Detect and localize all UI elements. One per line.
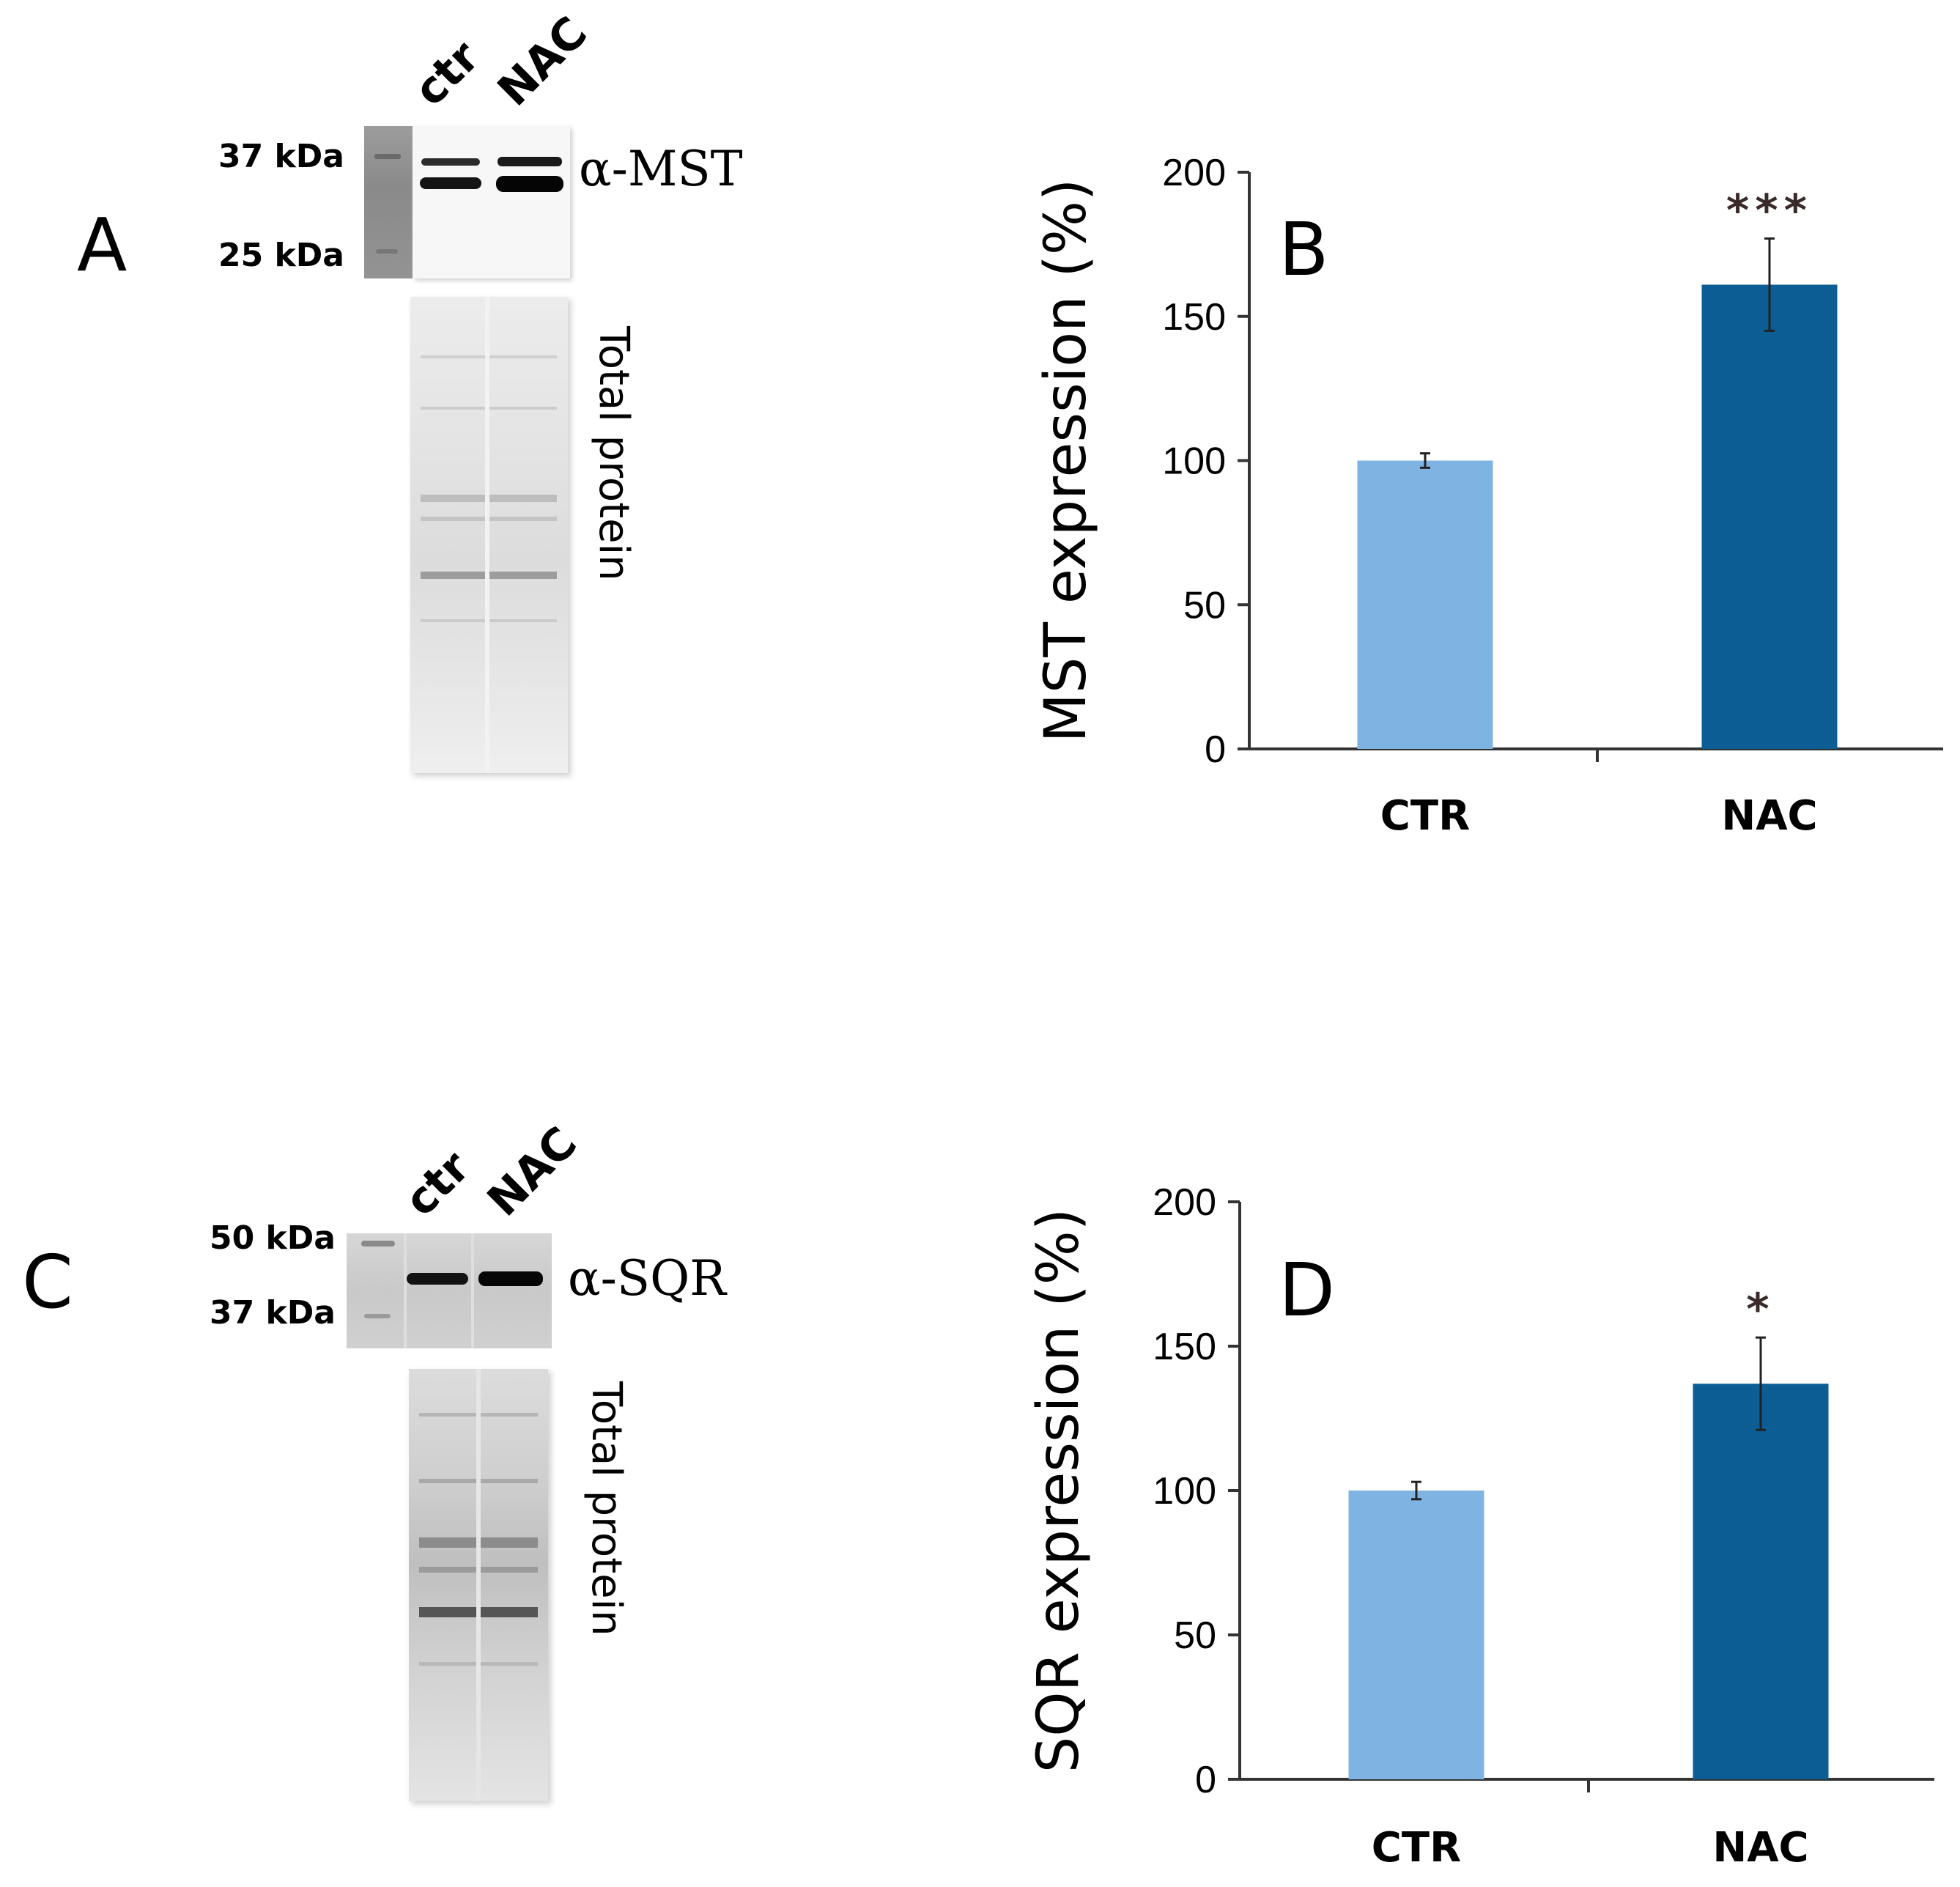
marker-37kda: 37 kDa [218, 138, 344, 175]
y-tick-label: 100 [1162, 440, 1226, 483]
marker-25kda: 25 kDa [218, 237, 344, 274]
panel-letter-a: A [77, 202, 127, 288]
ladder-lane [364, 126, 413, 278]
panel-letter-b: B [1279, 207, 1329, 292]
sqr-blot [347, 1233, 552, 1348]
significance-marker: * [1746, 1284, 1775, 1335]
y-tick-label: 200 [1153, 1181, 1216, 1224]
bar-ctr [1348, 1491, 1484, 1779]
mst-blot [413, 126, 570, 278]
bar-ctr [1357, 460, 1493, 749]
y-tick-label: 150 [1162, 296, 1226, 339]
significance-marker: *** [1726, 185, 1813, 237]
category-label: CTR [1372, 1824, 1461, 1872]
marker-37kda: 37 kDa [209, 1294, 336, 1332]
category-label: NAC [1712, 1824, 1808, 1872]
y-tick-label: 0 [1205, 728, 1226, 771]
y-tick-label: 0 [1195, 1759, 1216, 1801]
panel-letter-c: C [22, 1239, 73, 1325]
category-label: CTR [1380, 792, 1470, 840]
y-tick-label: 50 [1183, 584, 1226, 627]
antibody-label: α-SQR [568, 1250, 726, 1307]
category-label: NAC [1721, 792, 1817, 840]
y-tick-label: 200 [1162, 152, 1226, 194]
y-tick-label: 150 [1153, 1326, 1216, 1368]
bar-nac [1701, 284, 1838, 750]
y-axis-label: SQR expression (%) [1026, 1208, 1092, 1773]
antibody-label: α-MST [579, 141, 743, 197]
total-protein-blot [410, 297, 568, 773]
panel-letter-d: D [1279, 1247, 1335, 1333]
total-protein-blot [409, 1369, 548, 1801]
bar-nac [1693, 1384, 1829, 1779]
marker-50kda: 50 kDa [209, 1219, 336, 1257]
y-tick-label: 50 [1174, 1614, 1216, 1657]
y-tick-label: 100 [1153, 1470, 1216, 1513]
y-axis-label: MST expression (%) [1033, 179, 1099, 743]
